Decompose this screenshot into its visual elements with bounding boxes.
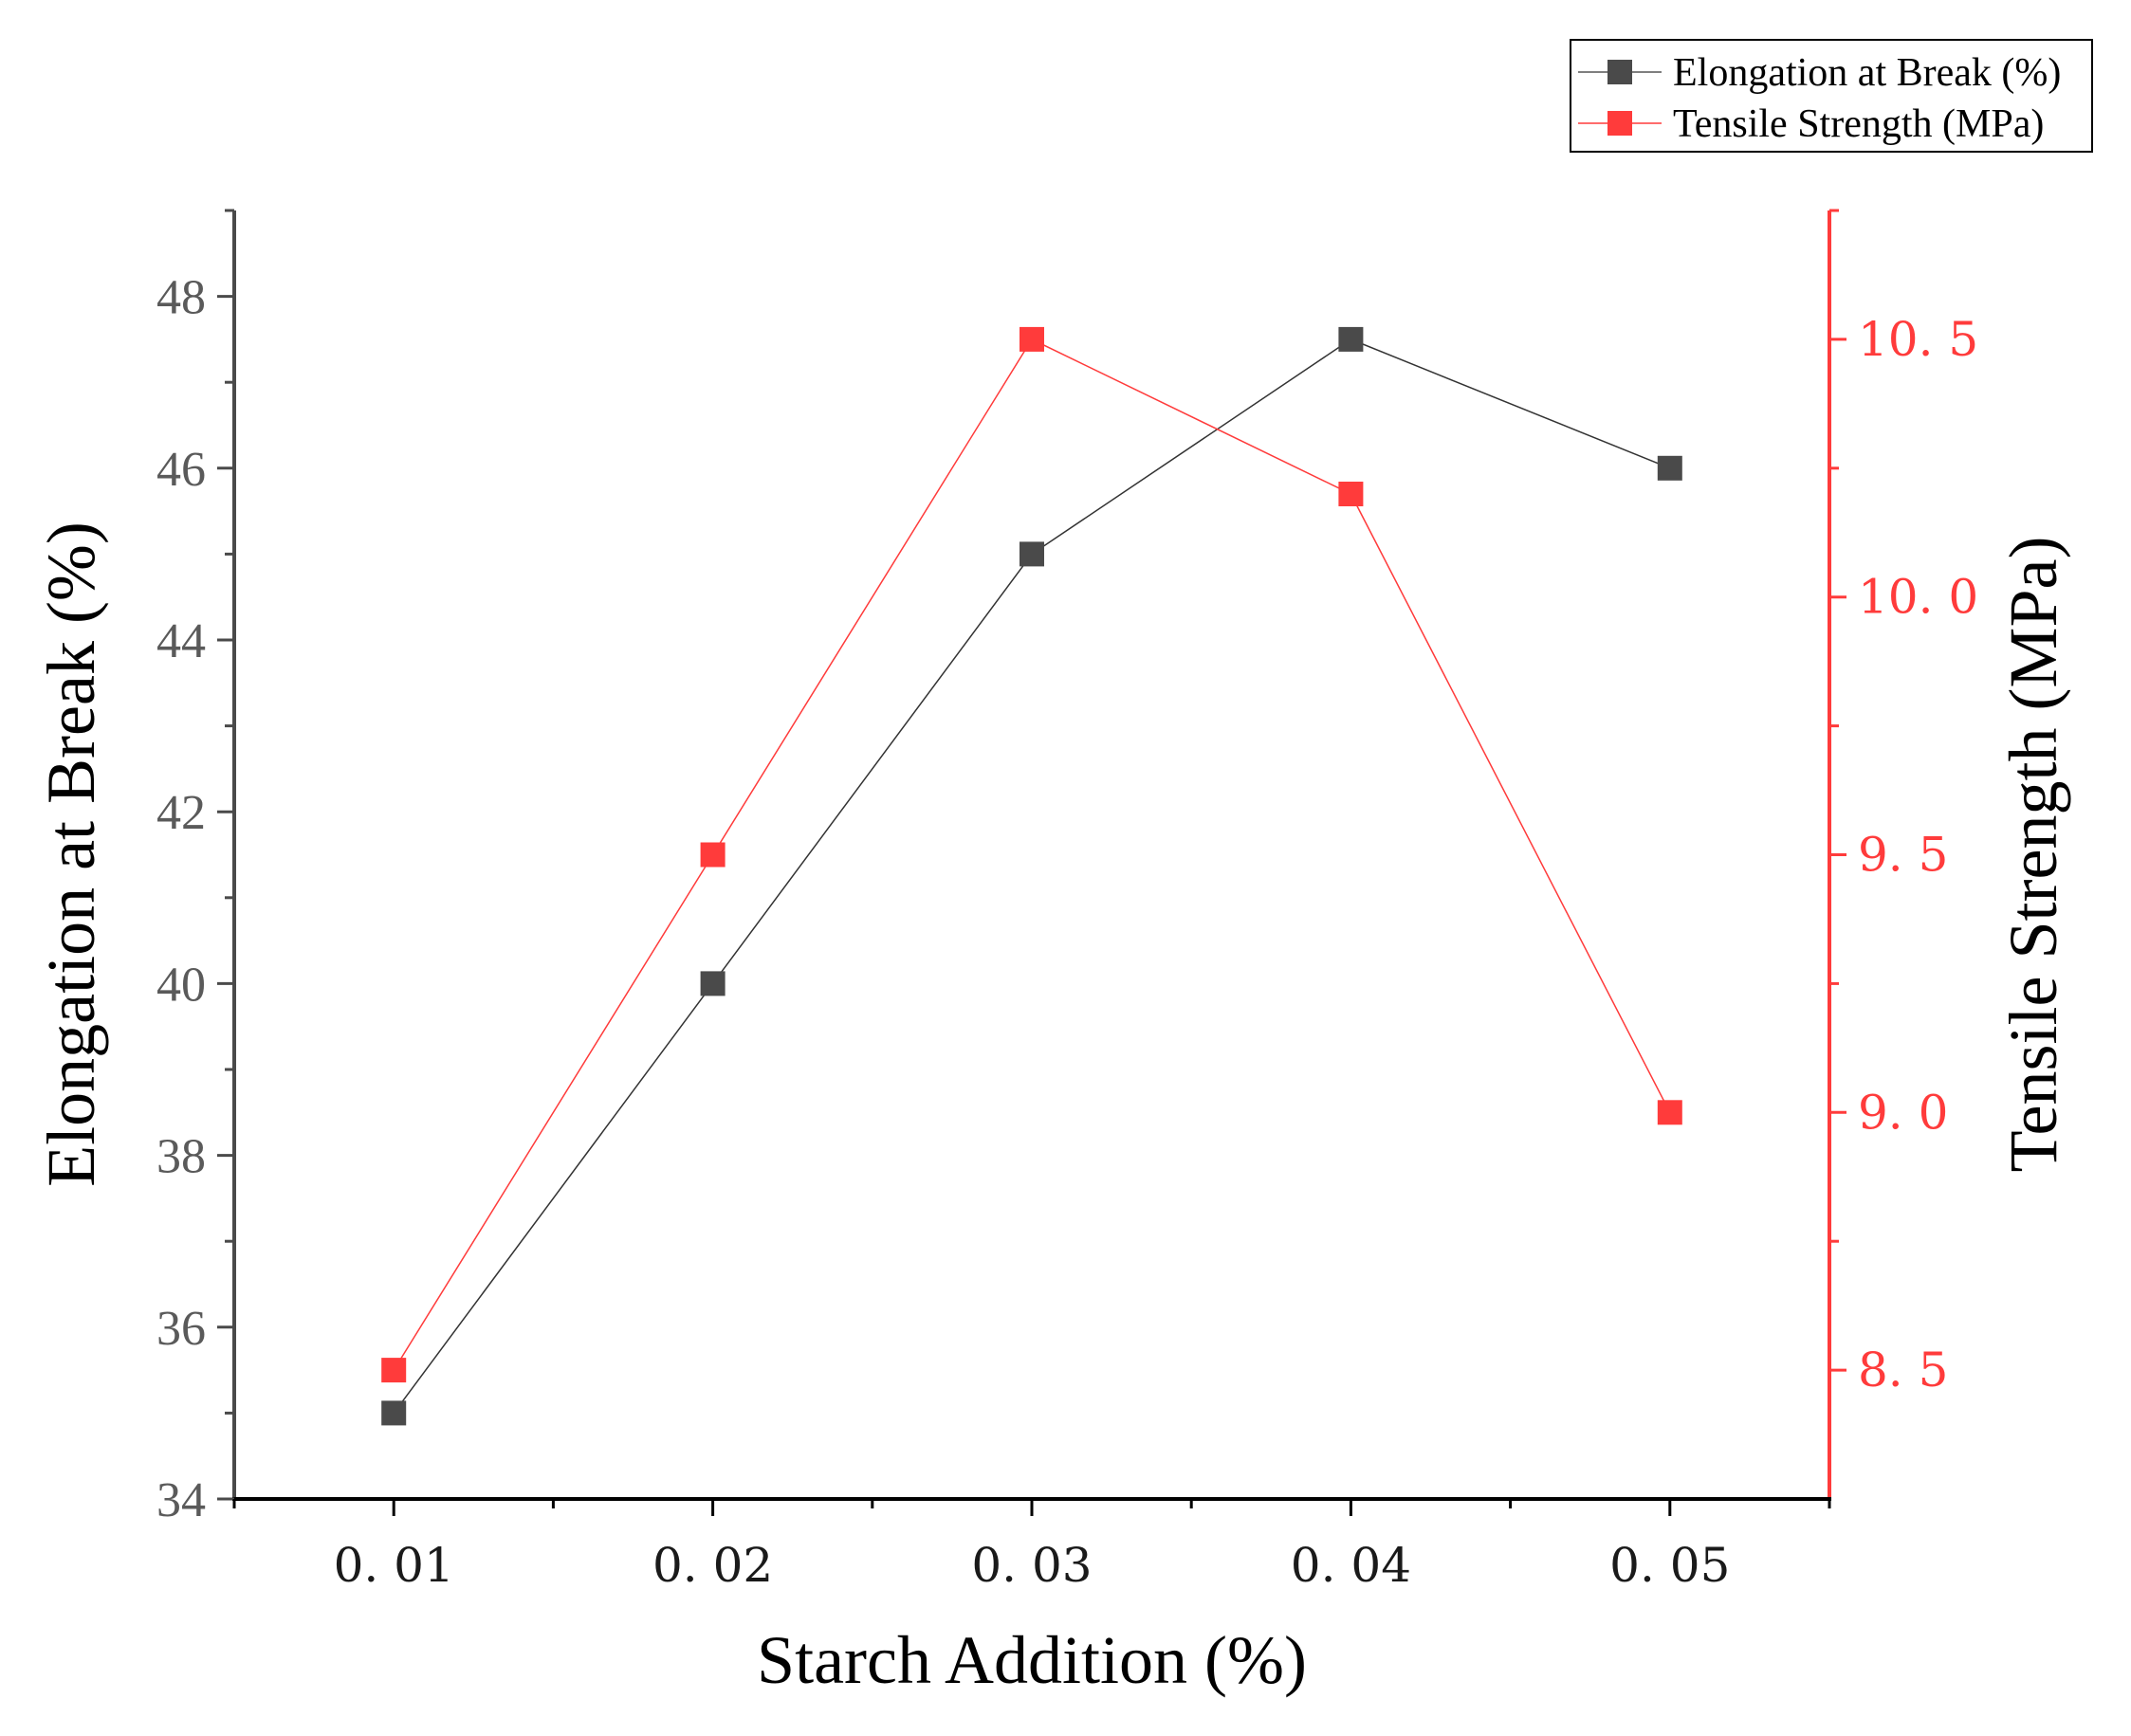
series-line xyxy=(393,338,1671,1414)
data-point xyxy=(1657,1100,1682,1125)
left-tick-label: 34 xyxy=(156,1473,206,1527)
right-tick-label: 10. 0 xyxy=(1858,570,1978,625)
x-tick-label: 0. 02 xyxy=(652,1538,773,1593)
right-tick-label: 10. 5 xyxy=(1858,312,1978,367)
left-tick-label: 48 xyxy=(156,271,206,325)
legend-marker-tensile xyxy=(1607,111,1632,136)
legend-label-elongation: Elongation at Break (%) xyxy=(1673,51,2061,95)
series-tensile xyxy=(381,326,1682,1383)
left-tick-label: 40 xyxy=(156,958,206,1012)
series-layer xyxy=(381,326,1682,1426)
right-tick-label: 9. 0 xyxy=(1858,1085,1948,1140)
legend-label-tensile: Tensile Strength (MPa) xyxy=(1673,102,2044,146)
data-point xyxy=(1338,482,1364,506)
left-tick-label: 36 xyxy=(156,1302,206,1356)
data-point xyxy=(1657,455,1682,481)
x-axis-ticks: 0. 01 0. 02 0. 03 0. 04 0. 05 xyxy=(232,1499,1831,1593)
legend-entry-elongation: Elongation at Break (%) xyxy=(1578,51,2061,95)
right-tick-label: 9. 5 xyxy=(1858,828,1948,883)
data-point xyxy=(1020,326,1044,352)
series-elongation xyxy=(381,326,1682,1426)
x-axis-title: Starch Addition (%) xyxy=(757,1622,1307,1698)
left-tick-label: 44 xyxy=(156,614,206,668)
legend-entry-tensile: Tensile Strength (MPa) xyxy=(1578,102,2044,146)
data-point xyxy=(381,1400,407,1426)
right-axis-title: Tensile Strength (MPa) xyxy=(1995,537,2071,1173)
legend-marker-elongation xyxy=(1607,60,1632,84)
series-line xyxy=(393,338,1671,1371)
data-point xyxy=(381,1358,407,1383)
right-tick-label: 8. 5 xyxy=(1858,1343,1948,1398)
left-tick-label: 42 xyxy=(156,786,206,840)
x-tick-label: 0. 05 xyxy=(1609,1538,1730,1593)
right-axis-ticks: 8. 5 9. 0 9. 5 10. 0 10. 5 xyxy=(1829,209,1978,1398)
legend-box xyxy=(1570,39,2093,153)
left-axis-title: Elongation at Break (%) xyxy=(33,521,109,1187)
data-point xyxy=(700,971,726,996)
x-tick-label: 0. 03 xyxy=(971,1538,1092,1593)
left-tick-label: 46 xyxy=(156,443,206,497)
legend: Elongation at Break (%) Tensile Strength… xyxy=(1570,39,2093,153)
data-point xyxy=(1338,326,1364,352)
x-tick-label: 0. 01 xyxy=(334,1538,454,1593)
axes xyxy=(232,210,1831,1501)
left-tick-label: 38 xyxy=(156,1130,206,1184)
data-point xyxy=(1020,541,1044,567)
x-tick-label: 0. 04 xyxy=(1291,1538,1411,1593)
left-axis-ticks: 34 36 38 40 42 44 46 48 xyxy=(156,209,234,1527)
data-point xyxy=(700,842,726,868)
